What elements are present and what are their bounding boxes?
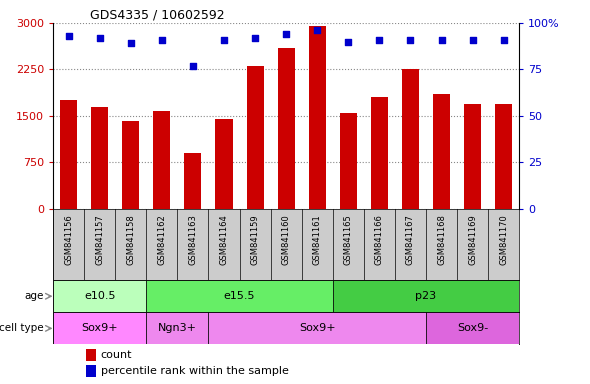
Bar: [146, 312, 208, 344]
Bar: [464, 104, 481, 209]
Bar: [247, 66, 264, 209]
Bar: [146, 280, 333, 312]
Text: GSM841166: GSM841166: [375, 214, 384, 265]
Text: age: age: [24, 291, 44, 301]
Text: p23: p23: [415, 291, 437, 301]
Text: count: count: [101, 350, 132, 360]
Point: [188, 63, 198, 69]
Point: [313, 27, 322, 33]
Bar: [208, 312, 426, 344]
Text: GSM841170: GSM841170: [499, 214, 508, 265]
Text: Sox9+: Sox9+: [81, 323, 118, 333]
Bar: [215, 119, 232, 209]
Bar: [426, 312, 519, 344]
Bar: [153, 111, 171, 209]
Point: [499, 37, 509, 43]
Point: [64, 33, 73, 39]
Bar: [495, 104, 512, 209]
Point: [468, 37, 477, 43]
Text: GSM841169: GSM841169: [468, 214, 477, 265]
Bar: [185, 153, 201, 209]
Text: Ngn3+: Ngn3+: [158, 323, 197, 333]
Bar: [122, 121, 139, 209]
Bar: [60, 101, 77, 209]
Point: [219, 37, 229, 43]
Point: [375, 37, 384, 43]
Text: GSM841162: GSM841162: [158, 214, 166, 265]
Text: GSM841163: GSM841163: [188, 214, 198, 265]
Text: GSM841157: GSM841157: [95, 214, 104, 265]
Text: GSM841164: GSM841164: [219, 214, 228, 265]
Bar: [91, 107, 108, 209]
Point: [157, 37, 166, 43]
Text: e15.5: e15.5: [224, 291, 255, 301]
Bar: [433, 94, 450, 209]
Bar: [278, 48, 294, 209]
Point: [343, 38, 353, 45]
Bar: [53, 280, 146, 312]
Text: GSM841165: GSM841165: [344, 214, 353, 265]
Text: GSM841160: GSM841160: [281, 214, 291, 265]
Text: cell type: cell type: [0, 323, 44, 333]
Bar: [309, 26, 326, 209]
Bar: [86, 349, 96, 361]
Text: percentile rank within the sample: percentile rank within the sample: [101, 366, 289, 376]
Text: GSM841167: GSM841167: [406, 214, 415, 265]
Text: GSM841159: GSM841159: [251, 214, 260, 265]
Text: GSM841161: GSM841161: [313, 214, 322, 265]
Text: e10.5: e10.5: [84, 291, 116, 301]
Text: Sox9-: Sox9-: [457, 323, 488, 333]
Text: GSM841156: GSM841156: [64, 214, 73, 265]
Text: GSM841158: GSM841158: [126, 214, 135, 265]
Bar: [402, 70, 419, 209]
Point: [250, 35, 260, 41]
Bar: [86, 365, 96, 377]
Point: [126, 40, 136, 46]
Point: [437, 37, 446, 43]
Bar: [53, 312, 146, 344]
Bar: [371, 97, 388, 209]
Point: [281, 31, 291, 37]
Bar: [340, 113, 357, 209]
Bar: [333, 280, 519, 312]
Text: GSM841168: GSM841168: [437, 214, 446, 265]
Point: [95, 35, 104, 41]
Text: Sox9+: Sox9+: [299, 323, 336, 333]
Text: GDS4335 / 10602592: GDS4335 / 10602592: [90, 9, 225, 22]
Point: [406, 37, 415, 43]
